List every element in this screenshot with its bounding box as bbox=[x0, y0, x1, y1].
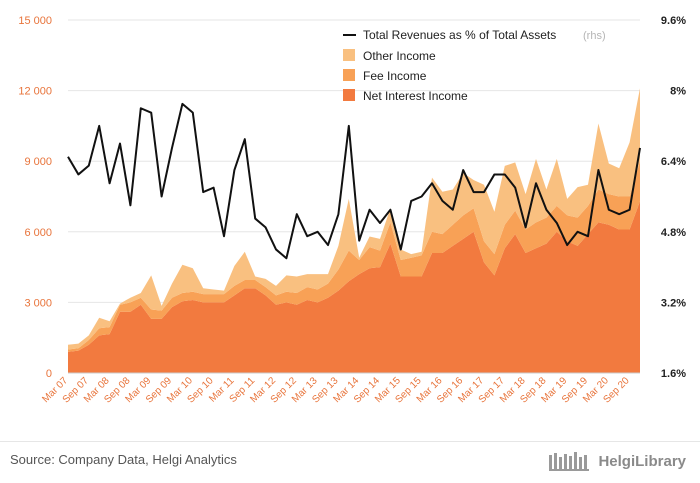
y-left-tick-label: 3 000 bbox=[24, 297, 52, 309]
legend-swatch-net-interest-income bbox=[343, 89, 355, 101]
logo[interactable]: HelgiLibrary bbox=[549, 448, 686, 474]
area-fee-income bbox=[68, 161, 640, 352]
logo-text: HelgiLibrary bbox=[598, 452, 686, 470]
ratio-line-layer bbox=[67, 102, 641, 260]
legend-swatch-fee-income bbox=[343, 69, 355, 81]
y-left-tick-label: 0 bbox=[46, 368, 52, 380]
area-other-income bbox=[68, 88, 640, 350]
y-right-tick-label: 8% bbox=[670, 86, 686, 98]
area-net-interest-income bbox=[68, 201, 640, 373]
legend-label-fee-income: Fee Income bbox=[363, 69, 427, 83]
right-axis: 1.6% 3.2% 4.8% 6.4% 8% 9.6% bbox=[661, 15, 686, 380]
legend-label-net-interest-income: Net Interest Income bbox=[363, 89, 468, 103]
chart-svg: 0 3 000 6 000 9 000 12 000 15 000 1.6% 3.2% 4.8… bbox=[18, 15, 686, 406]
y-left-tick-label: 15 000 bbox=[18, 15, 52, 27]
y-right-tick-label: 6.4% bbox=[661, 156, 686, 168]
legend-swatch-other-income bbox=[343, 49, 355, 61]
legend-label-rhs-note: (rhs) bbox=[583, 30, 606, 42]
left-axis: 0 3 000 6 000 9 000 12 000 15 000 bbox=[18, 15, 52, 380]
y-right-tick-label: 9.6% bbox=[661, 15, 686, 27]
line-total-revenues-pct-assets bbox=[67, 102, 641, 260]
library-logo-icon bbox=[549, 452, 590, 471]
y-right-tick-label: 1.6% bbox=[661, 368, 686, 380]
y-left-tick-label: 12 000 bbox=[18, 86, 52, 98]
y-right-tick-label: 3.2% bbox=[661, 297, 686, 309]
y-right-tick-label: 4.8% bbox=[661, 227, 686, 239]
legend-label-other-income: Other Income bbox=[363, 49, 436, 63]
legend: Total Revenues as % of Total Assets (rhs… bbox=[343, 28, 606, 103]
footer: Source: Company Data, Helgi Analytics He… bbox=[0, 441, 700, 483]
area-series-layer bbox=[68, 88, 640, 373]
y-left-tick-label: 6 000 bbox=[24, 227, 52, 239]
source-note: Source: Company Data, Helgi Analytics bbox=[10, 452, 237, 467]
y-left-tick-label: 9 000 bbox=[24, 156, 52, 168]
legend-label-ratio: Total Revenues as % of Total Assets bbox=[363, 28, 556, 42]
